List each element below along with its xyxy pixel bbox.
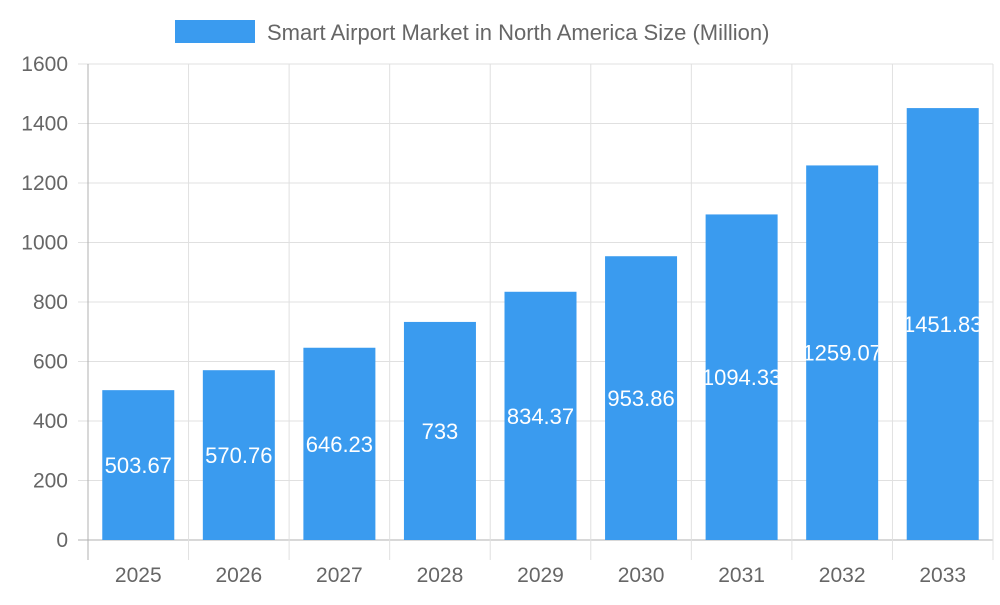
bar-2031 (705, 214, 778, 540)
data-label: 1094.33 (702, 365, 782, 390)
bar-2029 (504, 291, 577, 540)
x-tick-label: 2025 (115, 564, 162, 587)
data-label: 953.86 (607, 386, 674, 411)
x-tick-label: 2026 (215, 564, 262, 587)
data-label: 503.67 (105, 453, 172, 478)
bar-2027 (303, 347, 376, 540)
bar-2026 (202, 370, 275, 540)
legend-label: Smart Airport Market in North America Si… (267, 20, 769, 45)
x-tick-label: 2031 (718, 564, 765, 587)
data-label: 834.37 (507, 404, 574, 429)
y-tick-label: 1600 (21, 53, 68, 76)
y-tick-label: 1200 (21, 172, 68, 195)
y-tick-label: 600 (33, 351, 68, 374)
data-label: 1259.07 (802, 341, 882, 366)
data-label: 1451.83 (903, 312, 983, 337)
y-tick-label: 400 (33, 410, 68, 433)
y-tick-label: 800 (33, 291, 68, 314)
y-tick-label: 1000 (21, 232, 68, 255)
y-tick-label: 1400 (21, 113, 68, 136)
y-tick-label: 0 (56, 529, 68, 552)
x-tick-label: 2032 (819, 564, 866, 587)
x-tick-label: 2029 (517, 564, 564, 587)
legend-swatch (175, 20, 255, 43)
data-label: 733 (422, 419, 459, 444)
bar-2033 (906, 108, 979, 541)
x-tick-label: 2028 (417, 564, 464, 587)
x-tick-label: 2030 (618, 564, 665, 587)
y-tick-label: 200 (33, 470, 68, 493)
bar-2030 (605, 256, 678, 540)
bar-2028 (403, 321, 476, 540)
data-label: 570.76 (205, 443, 272, 468)
bar-2032 (806, 165, 879, 540)
bar-2025 (102, 390, 175, 540)
legend: Smart Airport Market in North America Si… (175, 20, 769, 45)
x-tick-label: 2027 (316, 564, 363, 587)
x-tick-label: 2033 (919, 564, 966, 587)
data-label: 646.23 (306, 432, 373, 457)
